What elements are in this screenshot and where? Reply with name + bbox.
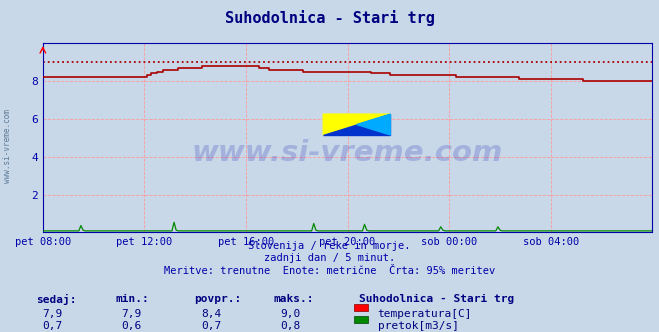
Text: sedaj:: sedaj: bbox=[36, 294, 76, 305]
Text: 8,4: 8,4 bbox=[201, 309, 221, 319]
Text: Suhodolnica - Stari trg: Suhodolnica - Stari trg bbox=[225, 10, 434, 26]
Text: 0,7: 0,7 bbox=[201, 321, 221, 331]
Text: povpr.:: povpr.: bbox=[194, 294, 242, 304]
Text: Meritve: trenutne  Enote: metrične  Črta: 95% meritev: Meritve: trenutne Enote: metrične Črta: … bbox=[164, 266, 495, 276]
Text: 0,7: 0,7 bbox=[43, 321, 63, 331]
Polygon shape bbox=[323, 114, 390, 135]
Text: www.si-vreme.com: www.si-vreme.com bbox=[3, 109, 13, 183]
Text: 7,9: 7,9 bbox=[43, 309, 63, 319]
Text: min.:: min.: bbox=[115, 294, 149, 304]
Text: Slovenija / reke in morje.: Slovenija / reke in morje. bbox=[248, 241, 411, 251]
Text: zadnji dan / 5 minut.: zadnji dan / 5 minut. bbox=[264, 253, 395, 263]
Text: pretok[m3/s]: pretok[m3/s] bbox=[378, 321, 459, 331]
Text: maks.:: maks.: bbox=[273, 294, 314, 304]
Text: 9,0: 9,0 bbox=[280, 309, 300, 319]
Text: temperatura[C]: temperatura[C] bbox=[378, 309, 472, 319]
Text: Suhodolnica - Stari trg: Suhodolnica - Stari trg bbox=[359, 294, 515, 304]
Text: 7,9: 7,9 bbox=[122, 309, 142, 319]
Polygon shape bbox=[323, 114, 390, 135]
Text: 0,6: 0,6 bbox=[122, 321, 142, 331]
Text: 0,8: 0,8 bbox=[280, 321, 300, 331]
Text: www.si-vreme.com: www.si-vreme.com bbox=[192, 139, 503, 167]
Polygon shape bbox=[357, 114, 390, 135]
